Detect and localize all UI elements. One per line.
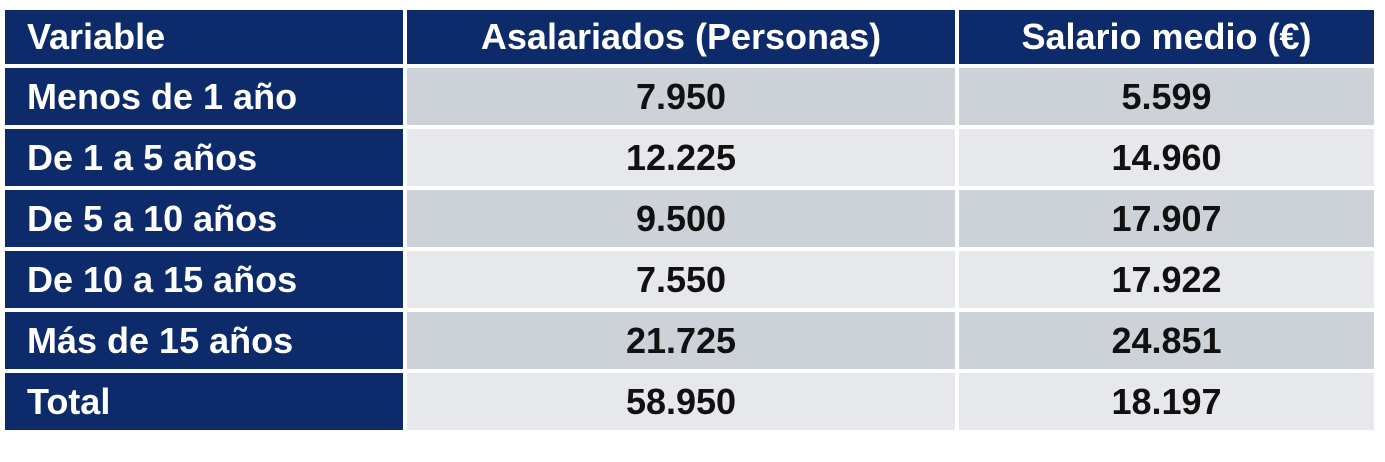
- header-cell: Salario medio (€): [959, 10, 1374, 64]
- value-cell: 17.907: [959, 190, 1374, 247]
- value-cell: 7.950: [407, 68, 955, 125]
- value-cell: 5.599: [959, 68, 1374, 125]
- value-cell: 14.960: [959, 129, 1374, 186]
- value-cell: 24.851: [959, 312, 1374, 369]
- value-cell: 58.950: [407, 373, 955, 430]
- row-label: Más de 15 años: [5, 312, 403, 369]
- value-cell: 18.197: [959, 373, 1374, 430]
- row-label: Menos de 1 año: [5, 68, 403, 125]
- value-cell: 21.725: [407, 312, 955, 369]
- value-cell: 17.922: [959, 251, 1374, 308]
- row-label: De 5 a 10 años: [5, 190, 403, 247]
- row-label: De 1 a 5 años: [5, 129, 403, 186]
- value-cell: 12.225: [407, 129, 955, 186]
- row-label: Total: [5, 373, 403, 430]
- row-label: De 10 a 15 años: [5, 251, 403, 308]
- value-cell: 7.550: [407, 251, 955, 308]
- header-cell: Variable: [5, 10, 403, 64]
- data-table: Variable Asalariados (Personas) Salario me…: [5, 10, 1374, 430]
- value-cell: 9.500: [407, 190, 955, 247]
- header-cell: Asalariados (Personas): [407, 10, 955, 64]
